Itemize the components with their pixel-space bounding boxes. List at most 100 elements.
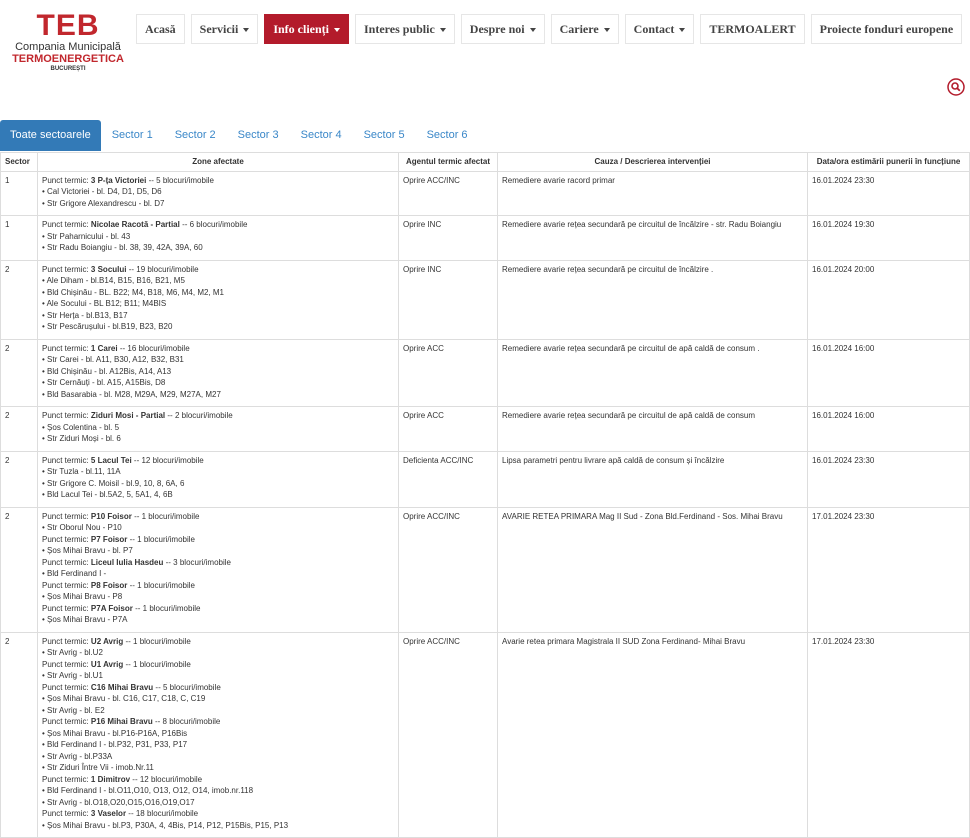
nav-item[interactable]: TERMOALERT	[700, 14, 805, 44]
column-header: Cauza / Descrierea intervenției	[497, 152, 808, 172]
sector-cell: 2	[0, 450, 38, 508]
heating-point-label: Punct termic:	[42, 682, 89, 692]
street-line: Str Cernăuți - bl. A15, A15Bis, D8	[42, 377, 394, 389]
cause-cell: Remediere avarie rețea secundară pe circ…	[497, 338, 808, 407]
street-line: Str Paharnicului - bl. 43	[42, 231, 394, 243]
logo-mark: TEB	[36, 9, 100, 42]
nav-item[interactable]: Despre noi	[460, 14, 545, 44]
agent-cell: Oprire ACC/INC	[398, 170, 498, 216]
street-line: Șos Mihai Bravu - bl. C16, C17, C18, C, …	[42, 693, 394, 705]
tab[interactable]: Sector 3	[237, 129, 279, 141]
agent-cell: Oprire ACC/INC	[398, 631, 498, 838]
sector-cell: 2	[0, 406, 38, 452]
tab[interactable]: Sector 5	[363, 129, 405, 141]
building-count: -- 2 blocuri/imobile	[167, 411, 233, 420]
building-count: -- 1 blocuri/imobile	[134, 511, 200, 521]
zones-cell: Punct termic: 3 P-ța Victoriei -- 5 bloc…	[37, 170, 399, 216]
tab[interactable]: Toate sectoarele	[0, 120, 101, 151]
heating-point-label: Punct termic:	[42, 411, 89, 420]
heating-point-label: Punct termic:	[42, 534, 89, 544]
nav-item[interactable]: Info clienți	[264, 14, 349, 44]
date-cell: 16.01.2024 23:30	[807, 450, 970, 508]
date-cell: 17.01.2024 23:30	[807, 506, 970, 633]
street-line: Șos Mihai Bravu - bl. P7	[42, 545, 394, 557]
zones-cell: Punct termic: 3 Socului -- 19 blocuri/im…	[37, 259, 399, 340]
agent-cell: Oprire INC	[398, 259, 498, 340]
heating-point-line: Punct termic: 1 Carei -- 16 blocuri/imob…	[42, 343, 394, 355]
logo[interactable]: TEB Compania Municipală TERMOENERGETICA BUC…	[12, 9, 124, 73]
building-count: -- 8 blocuri/imobile	[154, 717, 221, 726]
agent-cell: Oprire ACC	[398, 338, 498, 407]
table-header: Sector Zone afectate Agentul termic afecta…	[0, 152, 970, 172]
table-row: 1 Punct termic: Nicolae Racotă - Partial …	[0, 215, 970, 261]
cause-cell: AVARIE RETEA PRIMARA Mag II Sud - Zona B…	[497, 506, 808, 633]
heating-point-line: Punct termic: 3 P-ța Victoriei -- 5 bloc…	[42, 175, 394, 187]
zones-cell: Punct termic: 5 Lacul Tei -- 12 blocuri/…	[37, 450, 399, 508]
heating-point-label: Punct termic:	[42, 343, 89, 353]
tab[interactable]: Sector 2	[174, 129, 216, 141]
building-count: -- 1 blocuri/imobile	[125, 636, 191, 646]
heating-point-label: Punct termic:	[42, 717, 89, 726]
table-row: 2 Punct termic: Ziduri Mosi - Partial -- …	[0, 406, 970, 452]
heating-point-name: U1 Avrig	[90, 659, 124, 669]
heating-point-label: Punct termic:	[42, 603, 89, 613]
nav-item[interactable]: Servicii	[190, 14, 259, 44]
heating-point-line: Punct termic: 5 Lacul Tei -- 12 blocuri/…	[42, 455, 394, 467]
heating-point-label: Punct termic:	[42, 580, 89, 590]
table-row: 2 Punct termic: 3 Socului -- 19 blocuri/i…	[0, 259, 970, 340]
heating-point-line: Punct termic: P10 Foisor -- 1 blocuri/im…	[42, 511, 394, 523]
page: TEB Compania Municipală TERMOENERGETICA BUC…	[0, 0, 970, 817]
heating-point-name: 3 Vaselor	[90, 809, 127, 818]
street-line: Str Oborul Nou - P10	[42, 522, 394, 534]
zones-cell: Punct termic: Nicolae Racotă - Partial -…	[37, 215, 399, 261]
heating-point-line: Punct termic: P8 Foisor -- 1 blocuri/imo…	[42, 580, 394, 592]
tab[interactable]: Sector 4	[300, 129, 342, 141]
sector-cell: 2	[0, 259, 38, 340]
heating-point-name: P16 Mihai Bravu	[90, 717, 153, 726]
street-line: Șos Mihai Bravu - P8	[42, 591, 394, 603]
street-line: Str Avrig - bl.U1	[42, 670, 394, 682]
zones-cell: Punct termic: 1 Carei -- 16 blocuri/imob…	[37, 338, 399, 407]
tab[interactable]: Sector 6	[426, 129, 468, 141]
street-line: Bld Lacul Tei - bl.5A2, 5, 5A1, 4, 6B	[42, 489, 394, 501]
street-line: Șos Colentina - bl. 5	[42, 422, 394, 434]
heating-point-label: Punct termic:	[42, 220, 89, 229]
heating-point-line: Punct termic: 3 Socului -- 19 blocuri/im…	[42, 264, 394, 276]
heating-point-label: Punct termic:	[42, 264, 89, 274]
heating-point-label: Punct termic:	[42, 511, 89, 521]
heating-point-line: Punct termic: Ziduri Mosi - Partial -- 2…	[42, 410, 394, 422]
heating-point-line: Punct termic: P16 Mihai Bravu -- 8 blocu…	[42, 716, 394, 728]
nav-item[interactable]: Contact	[624, 14, 695, 44]
zones-cell: Punct termic: P10 Foisor -- 1 blocuri/im…	[37, 506, 399, 633]
nav-item[interactable]: Interes public	[355, 14, 455, 44]
street-line: Str Grigore Alexandrescu - bl. D7	[42, 198, 394, 210]
heating-point-label: Punct termic:	[42, 557, 89, 567]
nav-item[interactable]: Acasă	[136, 14, 185, 44]
street-line: Str Avrig - bl.U2	[42, 647, 394, 659]
street-line: Str Avrig - bl.O18,O20,O15,O16,O19,O17	[42, 797, 394, 809]
heating-point-line: Punct termic: P7A Foisor -- 1 blocuri/im…	[42, 603, 394, 615]
street-line: Șos Mihai Bravu - P7A	[42, 614, 394, 626]
building-count: -- 6 blocuri/imobile	[182, 220, 248, 229]
heating-point-name: P10 Foisor	[90, 511, 132, 521]
nav-item[interactable]: Proiecte fonduri europene	[810, 14, 963, 44]
logo-line: Compania Municipală	[15, 41, 121, 53]
heating-point-name: 3 P-ța Victoriei	[90, 175, 147, 185]
search-button[interactable]	[947, 78, 965, 96]
tab[interactable]: Sector 1	[111, 129, 153, 141]
building-count: -- 12 blocuri/imobile	[133, 455, 204, 465]
sector-cell: 1	[0, 215, 38, 261]
sector-cell: 2	[0, 631, 38, 838]
table-row: 2 Punct termic: P10 Foisor -- 1 blocuri/i…	[0, 506, 970, 633]
street-line: Șos Mihai Bravu - bl.P16-P16A, P16Bis	[42, 728, 394, 740]
heating-point-name: P7A Foisor	[90, 603, 133, 613]
heating-point-line: Punct termic: 1 Dimitrov -- 12 blocuri/i…	[42, 774, 394, 786]
zones-cell: Punct termic: Ziduri Mosi - Partial -- 2…	[37, 406, 399, 452]
logo-line: TERMOENERGETICA	[12, 53, 124, 65]
nav-item[interactable]: Cariere	[550, 14, 619, 44]
street-line: Bld Basarabia - bl. M28, M29A, M29, M27A…	[42, 389, 394, 401]
building-count: -- 3 blocuri/imobile	[165, 557, 231, 567]
heating-point-line: Punct termic: 3 Vaselor -- 18 blocuri/im…	[42, 808, 394, 820]
street-line: Bld Ferdinand I -	[42, 568, 394, 580]
building-count: -- 18 blocuri/imobile	[128, 809, 199, 818]
